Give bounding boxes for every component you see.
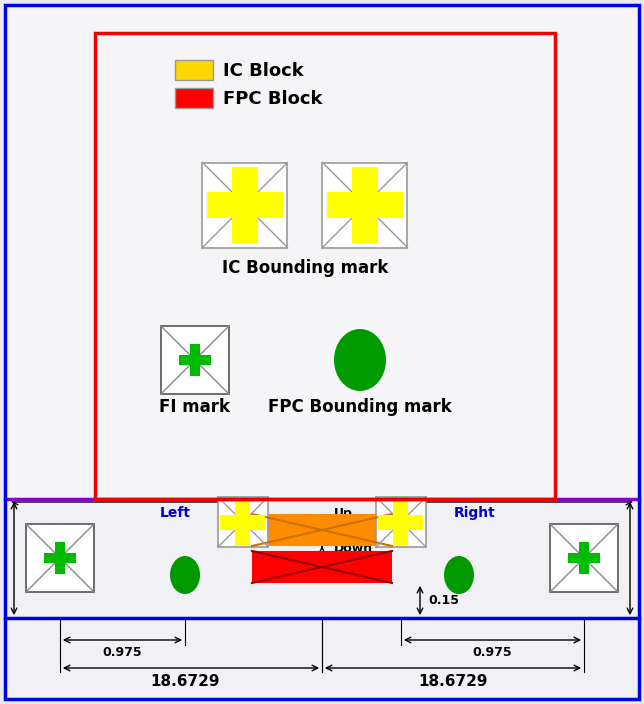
Bar xyxy=(161,326,229,394)
Bar xyxy=(379,515,424,529)
Bar xyxy=(26,524,94,592)
Text: IC Bounding mark: IC Bounding mark xyxy=(222,259,388,277)
Text: FPC Block: FPC Block xyxy=(223,90,323,108)
Ellipse shape xyxy=(170,556,200,594)
Text: Down: Down xyxy=(334,543,373,555)
Text: 0.725: 0.725 xyxy=(26,552,66,565)
Bar xyxy=(95,33,555,499)
Text: 0.975: 0.975 xyxy=(472,646,512,658)
Bar xyxy=(252,551,392,583)
Bar xyxy=(578,541,589,574)
Bar xyxy=(175,60,213,80)
Text: 0.15: 0.15 xyxy=(428,594,459,607)
Text: 18.6729: 18.6729 xyxy=(150,674,220,689)
Bar xyxy=(550,524,618,592)
Bar xyxy=(178,355,211,365)
Bar xyxy=(202,163,287,248)
Text: 18.6729: 18.6729 xyxy=(418,674,488,689)
Bar xyxy=(5,5,639,499)
Text: IC Block: IC Block xyxy=(223,62,304,80)
Bar xyxy=(393,500,408,544)
Ellipse shape xyxy=(444,556,474,594)
Text: Left: Left xyxy=(160,506,191,520)
Bar xyxy=(218,497,268,547)
Bar xyxy=(323,163,408,248)
Ellipse shape xyxy=(334,329,386,391)
Bar xyxy=(189,344,200,377)
Bar xyxy=(44,553,77,563)
Text: FPC Bounding mark: FPC Bounding mark xyxy=(268,398,452,416)
Bar xyxy=(175,88,213,108)
Bar xyxy=(207,192,283,218)
Bar xyxy=(327,192,403,218)
Bar xyxy=(352,167,378,244)
Text: Up: Up xyxy=(334,506,353,520)
Text: Right: Right xyxy=(454,506,496,520)
Bar xyxy=(220,515,265,529)
Bar xyxy=(232,167,258,244)
Bar xyxy=(236,500,251,544)
Bar xyxy=(567,553,600,563)
Text: 0.975: 0.975 xyxy=(102,646,142,658)
Bar xyxy=(5,499,639,699)
Text: 0.725: 0.725 xyxy=(560,552,600,565)
Bar xyxy=(252,514,392,546)
Bar xyxy=(376,497,426,547)
Text: FI mark: FI mark xyxy=(160,398,231,416)
Bar xyxy=(55,541,66,574)
